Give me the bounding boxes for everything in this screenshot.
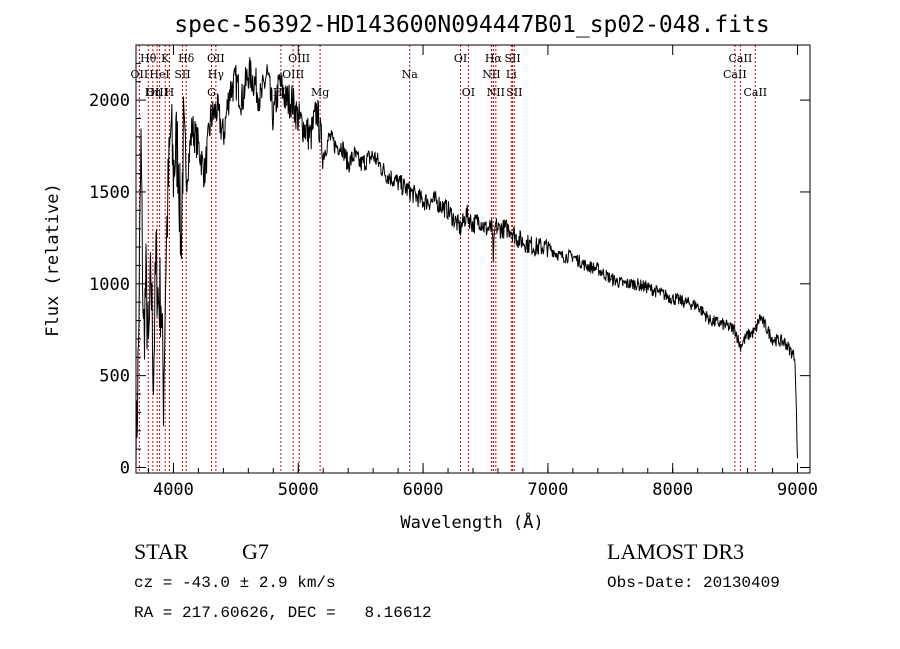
spectral-line-label: Na bbox=[402, 68, 419, 81]
spectral-line-label: OII bbox=[207, 52, 225, 65]
spectral-line-label: OI bbox=[462, 86, 475, 99]
object-subclass: G7 bbox=[242, 539, 269, 564]
survey-name: LAMOST DR3 bbox=[607, 539, 745, 564]
spectral-line-label: OIII bbox=[288, 52, 310, 65]
spectral-line-label: NII bbox=[487, 86, 505, 99]
spectral-line-label: H bbox=[165, 86, 175, 99]
spectrum-line bbox=[135, 57, 798, 468]
spectral-line-label: SII bbox=[174, 68, 190, 81]
plot-frame bbox=[135, 44, 811, 474]
spectral-line-label: OIII bbox=[282, 68, 304, 81]
spectral-line-label: CaII bbox=[743, 86, 767, 99]
spectral-line-label: SII bbox=[504, 52, 520, 65]
spectral-line-markers bbox=[138, 45, 756, 473]
ra-dec: RA = 217.60626, DEC = 8.16612 bbox=[134, 604, 432, 622]
spectral-line-label: K bbox=[161, 52, 170, 65]
spectrum-series bbox=[135, 57, 798, 468]
y-tick-label: 0 bbox=[120, 458, 130, 478]
spectral-line-label: CaII bbox=[723, 68, 747, 81]
spectral-line-label: Mg bbox=[311, 86, 329, 99]
x-tick-label: 6000 bbox=[403, 480, 444, 500]
redshift-cz: cz = -43.0 ± 2.9 km/s bbox=[134, 574, 336, 592]
spectral-line-label: Hθ bbox=[140, 52, 157, 65]
spectral-line-label: CaII bbox=[729, 52, 753, 65]
x-axis-label: Wavelength (Å) bbox=[400, 511, 543, 533]
x-tick-label: 8000 bbox=[652, 480, 693, 500]
spectral-line-label: Hα bbox=[485, 52, 503, 65]
object-class: STAR bbox=[134, 539, 189, 564]
x-tick-label: 4000 bbox=[153, 480, 194, 500]
x-tick-label: 5000 bbox=[278, 480, 319, 500]
spectral-line-label: OI bbox=[454, 52, 467, 65]
y-tick-label: 1500 bbox=[89, 183, 130, 203]
y-tick-label: 500 bbox=[99, 367, 130, 387]
chart-title: spec-56392-HD143600N094447B01_sp02-048.f… bbox=[174, 12, 769, 38]
obs-date: Obs-Date: 20130409 bbox=[607, 574, 780, 592]
y-axis: 0 500 1000 1500 2000 bbox=[89, 62, 810, 478]
spectral-line-label: SII bbox=[506, 86, 522, 99]
spectral-line-label: Hγ bbox=[208, 68, 225, 81]
spectral-line-label: Hδ bbox=[178, 52, 195, 65]
y-tick-label: 1000 bbox=[89, 275, 130, 295]
x-tick-label: 9000 bbox=[777, 480, 818, 500]
x-axis: 4000 5000 6000 7000 8000 9000 bbox=[147, 45, 818, 500]
spectral-line-label: OII bbox=[131, 68, 149, 81]
y-tick-label: 2000 bbox=[89, 91, 130, 111]
y-axis-label: Flux (relative) bbox=[43, 183, 63, 337]
spectral-line-label: Li bbox=[506, 68, 517, 81]
spectral-line-label: HeI bbox=[149, 68, 169, 81]
spectral-line-label: NII bbox=[482, 68, 500, 81]
spectral-line-label: OIII bbox=[146, 86, 168, 99]
x-tick-label: 7000 bbox=[527, 480, 568, 500]
spectral-line-label: G bbox=[207, 86, 216, 99]
spectral-line-label: Hη bbox=[145, 86, 161, 99]
